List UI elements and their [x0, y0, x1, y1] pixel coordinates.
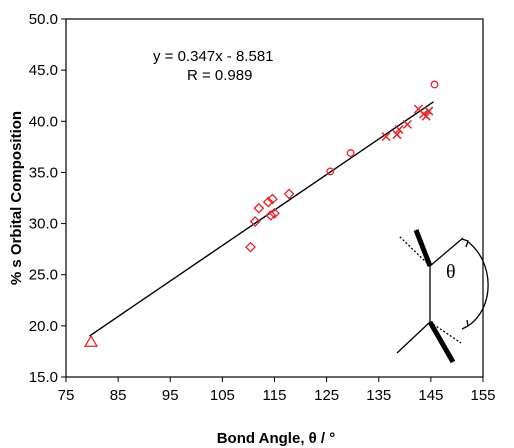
inset-lower-left-bond: [396, 321, 431, 354]
x-tick-label: 105: [210, 387, 235, 404]
diamond-point: [249, 216, 261, 227]
inset-upper-dash: [398, 235, 431, 267]
y-tick-label: 40.0: [29, 113, 58, 130]
y-tick-label: 25.0: [29, 267, 58, 284]
x-tick-label: 155: [470, 387, 495, 404]
fit-line-group: [89, 101, 434, 337]
cross-point: [392, 130, 402, 140]
diamond-point: [245, 241, 256, 253]
y-tick-label: 50.0: [29, 11, 58, 28]
data-points: [83, 80, 439, 347]
inset-arrowhead-top: [461, 238, 469, 248]
inset-theta-label: θ: [446, 261, 456, 283]
r-value-annotation: R = 0.989: [187, 67, 252, 84]
inset-upper-wedge: [413, 229, 433, 267]
y-tick-label: 45.0: [29, 62, 58, 79]
x-tick-label: 125: [314, 387, 339, 404]
equation-annotation: y = 0.347x - 8.581: [153, 48, 274, 65]
y-tick-label: 20.0: [29, 318, 58, 335]
diamond-point: [266, 193, 278, 205]
diamond-point: [253, 202, 265, 214]
x-tick-label: 95: [162, 387, 179, 404]
diamond-point: [265, 209, 277, 221]
diamond-point: [283, 188, 295, 200]
cross-point: [394, 124, 404, 134]
circle-point: [326, 167, 335, 176]
cross-point: [381, 132, 391, 142]
circle-point: [430, 80, 439, 89]
x-axis-title: Bond Angle, θ / °: [217, 430, 336, 447]
fit-line: [89, 101, 434, 337]
triangle-point: [83, 334, 99, 347]
inset-lower-wedge: [427, 320, 456, 364]
x-tick-label: 85: [110, 387, 127, 404]
axis-ticks: 75 85 95 105 115 125 135 145 155 15.0 20.0 25.0 30.0…: [29, 11, 496, 404]
y-tick-label: 35.0: [29, 164, 58, 181]
inset-arrowhead-bottom: [461, 319, 469, 330]
cross-point: [402, 119, 412, 129]
y-axis-title: % s Orbital Composition: [8, 111, 25, 285]
y-tick-label: 15.0: [29, 369, 58, 386]
x-tick-label: 75: [58, 387, 75, 404]
cross-point: [424, 106, 434, 116]
circle-point: [346, 149, 355, 157]
plot-frame: [65, 18, 484, 378]
x-tick-label: 135: [366, 387, 391, 404]
diamond-point: [262, 196, 274, 208]
cross-point: [421, 111, 431, 121]
inset-angle-arc: [466, 240, 489, 327]
x-tick-label: 115: [263, 387, 287, 404]
y-tick-label: 30.0: [29, 216, 58, 233]
bond-angle-inset: [396, 229, 489, 364]
inset-upper-right-bond: [429, 237, 464, 267]
x-tick-label: 145: [418, 387, 443, 404]
